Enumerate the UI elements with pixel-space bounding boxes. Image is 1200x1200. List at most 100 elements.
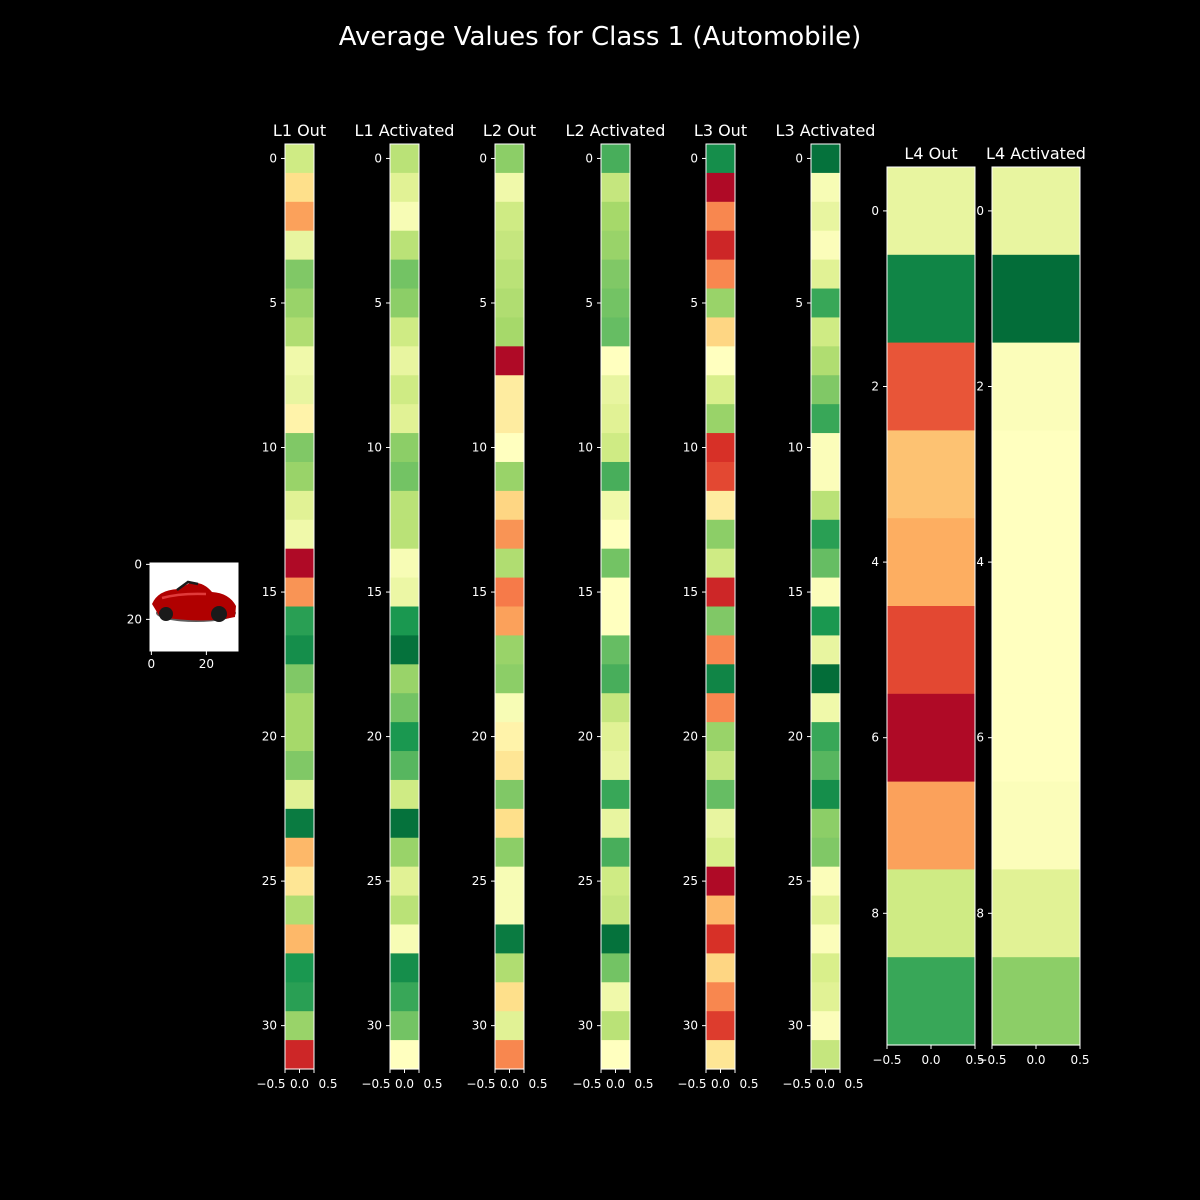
heatmap-cell	[992, 957, 1080, 1046]
heatmap-cell	[285, 519, 314, 550]
heatmap-cell	[285, 490, 314, 521]
ytick-label: 15	[367, 585, 382, 599]
xtick-label: −0.5	[872, 1053, 901, 1067]
panel-title: L1 Activated	[355, 121, 455, 140]
heatmap-cell	[706, 866, 735, 897]
heatmap-cell	[992, 518, 1080, 607]
xtick-label: −0.5	[466, 1077, 495, 1091]
heatmap-cell	[601, 635, 630, 665]
heatmap-cell	[390, 808, 419, 839]
heatmap-cell	[390, 664, 419, 694]
heatmap-cell	[601, 953, 630, 983]
heatmap-cell	[285, 375, 314, 405]
heatmap-cell	[495, 808, 524, 839]
heatmap-cell	[495, 837, 524, 868]
ytick-label: 0	[976, 204, 984, 218]
heatmap-cell	[285, 230, 314, 261]
thumb-xtick-label: 0	[148, 657, 156, 671]
heatmap-cell	[811, 577, 840, 608]
heatmap-cell	[390, 722, 419, 752]
heatmap-cell	[601, 808, 630, 839]
ytick-label: 25	[472, 874, 487, 888]
heatmap-cell	[811, 722, 840, 752]
heatmap-cell	[706, 606, 735, 637]
heatmap-cell	[811, 808, 840, 839]
heatmap-cell	[285, 317, 314, 347]
panel-l2-out: L2 Out 0 5 10 15 20 25 30 −0.5 0.0 0.5	[466, 121, 547, 1091]
heatmap-cell	[601, 1040, 630, 1070]
heatmap-cell	[390, 461, 419, 492]
heatmap-cell	[706, 201, 735, 232]
heatmap-cell	[285, 779, 314, 810]
xtick-label: 0.0	[1026, 1053, 1045, 1067]
heatmap-cell	[390, 635, 419, 665]
heatmap-cell	[887, 869, 975, 958]
heatmap-cell	[811, 317, 840, 347]
heatmap-cell	[887, 342, 975, 431]
heatmap-cell	[601, 693, 630, 723]
xtick-label: 0.0	[816, 1077, 835, 1091]
ytick-label: 15	[578, 585, 593, 599]
heatmap-cell	[601, 144, 630, 174]
ytick-label: 15	[262, 585, 277, 599]
heatmap-cell	[495, 548, 524, 579]
heatmap-cell	[706, 577, 735, 608]
panel-title: L2 Activated	[566, 121, 666, 140]
heatmap-cell	[992, 606, 1080, 695]
heatmap-cell	[495, 779, 524, 810]
heatmap-cell	[811, 693, 840, 723]
heatmap-cell	[706, 288, 735, 319]
xtick-label: 0.0	[711, 1077, 730, 1091]
heatmap-cell	[495, 230, 524, 261]
xtick-label: −0.5	[977, 1053, 1006, 1067]
heatmap-cell	[706, 664, 735, 694]
ytick-label: 15	[683, 585, 698, 599]
ytick-label: 8	[871, 906, 879, 920]
heatmap-cell	[992, 254, 1080, 344]
heatmap-cell	[992, 869, 1080, 958]
car-wheel-front	[159, 607, 173, 621]
heatmap-cell	[495, 346, 524, 376]
ytick-label: 0	[690, 151, 698, 165]
heatmap-cell	[495, 259, 524, 290]
car-wheel-rear	[211, 606, 227, 622]
ytick-label: 0	[871, 204, 879, 218]
heatmap-cell	[992, 342, 1080, 431]
xtick-label: 0.0	[500, 1077, 519, 1091]
ytick-label: 8	[976, 906, 984, 920]
xtick-label: 0.0	[921, 1053, 940, 1067]
heatmap-cell	[811, 953, 840, 983]
heatmap-cell	[811, 259, 840, 290]
ytick-label: 5	[479, 296, 487, 310]
panel-title: L4 Out	[904, 144, 957, 163]
heatmap-cell	[285, 924, 314, 954]
heatmap-cell	[992, 167, 1080, 256]
heatmap-cell	[601, 259, 630, 290]
panel-title: L4 Activated	[986, 144, 1086, 163]
heatmap-cell	[285, 404, 314, 434]
thumb-ytick-label: 20	[127, 612, 142, 626]
ytick-label: 6	[976, 731, 984, 745]
ytick-label: 2	[871, 380, 879, 394]
heatmap-cell	[706, 1011, 735, 1041]
heatmap-cell	[811, 346, 840, 376]
heatmap-cell	[495, 606, 524, 637]
car-windshield	[176, 580, 199, 592]
heatmap-cell	[285, 172, 314, 203]
heatmap-cell	[601, 519, 630, 550]
input-image-axes: 0 20 0 20	[127, 557, 214, 671]
heatmap-cell	[601, 433, 630, 463]
heatmap-cell	[811, 895, 840, 926]
ytick-label: 5	[269, 296, 277, 310]
xtick-label: 0.5	[634, 1077, 653, 1091]
heatmap-cell	[495, 982, 524, 1012]
heatmap-cell	[601, 606, 630, 637]
heatmap-cell	[706, 172, 735, 203]
xtick-label: −0.5	[361, 1077, 390, 1091]
heatmap-cell	[495, 664, 524, 694]
ytick-label: 0	[374, 151, 382, 165]
heatmap-cell	[811, 230, 840, 261]
heatmap-cell	[285, 895, 314, 926]
heatmap-cell	[390, 693, 419, 723]
heatmap-cell	[706, 548, 735, 579]
